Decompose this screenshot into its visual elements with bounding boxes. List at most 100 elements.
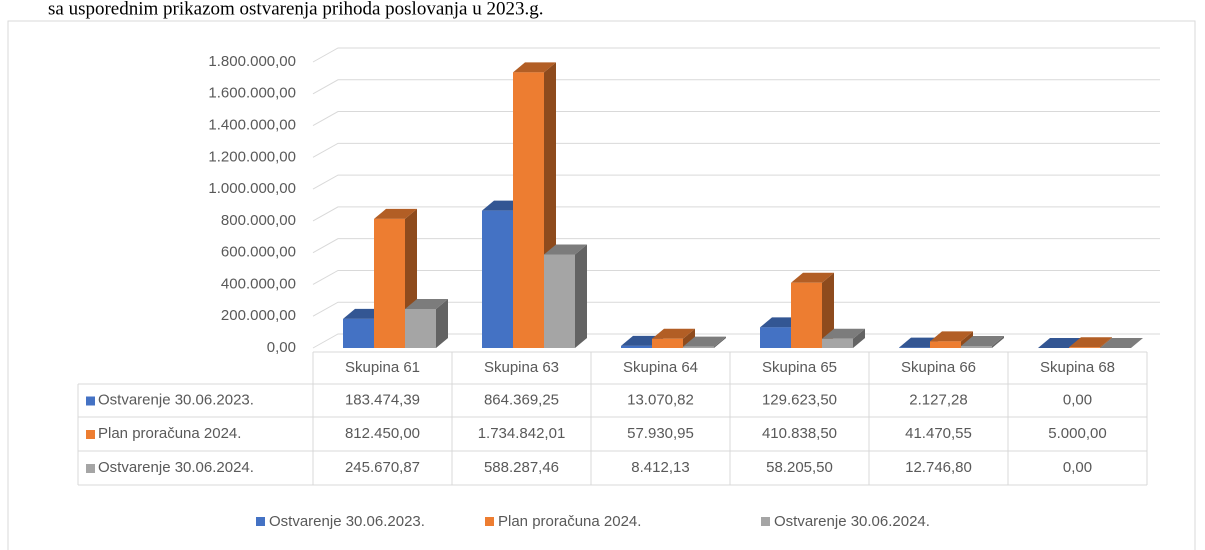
bar-face <box>930 341 961 348</box>
table-cell: 0,00 <box>1063 459 1092 476</box>
bar-face <box>1038 338 1081 348</box>
legend-key <box>485 517 494 526</box>
table-legend-key <box>86 430 95 439</box>
bar-face <box>405 298 448 309</box>
bar <box>405 298 448 348</box>
y-tick-label: 1.400.000,00 <box>208 117 296 134</box>
bar-face <box>1069 347 1100 348</box>
legend-label: Plan proračuna 2024. <box>498 513 641 530</box>
table-cell: 410.838,50 <box>762 425 837 442</box>
bar <box>1100 338 1143 348</box>
grid-line <box>312 238 1160 254</box>
table-cell: 588.287,46 <box>484 459 559 476</box>
table-cell: 812.450,00 <box>345 425 420 442</box>
y-tick-label: 1.000.000,00 <box>208 180 296 197</box>
bar-face <box>683 336 726 347</box>
table-cell: 1.734.842,01 <box>478 425 566 442</box>
bar-face <box>1100 338 1143 348</box>
y-tick-label: 800.000,00 <box>221 212 296 229</box>
table-legend-key <box>86 464 95 473</box>
caption: sa usporednim prikazom ostvarenja prihod… <box>48 0 543 19</box>
bar-face <box>683 346 714 348</box>
chart-frame <box>7 20 1196 550</box>
y-tick-label: 1.800.000,00 <box>208 53 296 70</box>
table-cell: 8.412,13 <box>631 459 689 476</box>
table-cell: 0,00 <box>1063 391 1092 408</box>
table-cell: 2.127,28 <box>909 391 967 408</box>
table-row-label: Ostvarenje 30.06.2023. <box>98 391 254 408</box>
grid-line <box>312 301 1160 317</box>
table-cell: 183.474,39 <box>345 391 420 408</box>
bar-face <box>544 254 575 348</box>
category-label: Skupina 63 <box>484 359 559 376</box>
bar-face <box>1069 337 1112 348</box>
category-label: Skupina 65 <box>762 359 837 376</box>
grid-line <box>312 333 1160 349</box>
bar-face <box>791 282 822 348</box>
table-cell: 5.000,00 <box>1048 425 1106 442</box>
bar <box>544 244 587 348</box>
table-row-label: Ostvarenje 30.06.2024. <box>98 459 254 476</box>
bar-face <box>760 327 791 348</box>
bar <box>652 328 695 348</box>
bar-face <box>822 328 865 339</box>
bar-face <box>683 328 695 348</box>
category-label: Skupina 64 <box>623 359 698 376</box>
bar-face <box>343 318 374 348</box>
y-tick-label: 0,00 <box>267 339 296 356</box>
bar-face <box>621 345 652 348</box>
bar-face <box>405 308 436 348</box>
grid-line <box>312 269 1160 285</box>
bar-face <box>853 328 865 348</box>
table-cell: 58.205,50 <box>766 459 833 476</box>
bar <box>961 335 1004 348</box>
bar-face <box>822 338 853 348</box>
bar-face <box>544 244 587 255</box>
bar <box>374 208 417 348</box>
bar-face <box>791 272 834 283</box>
grid-line <box>312 47 1160 63</box>
table-cell: 129.623,50 <box>762 391 837 408</box>
bar-face <box>513 62 556 73</box>
bar-face <box>513 72 544 349</box>
y-tick-label: 600.000,00 <box>221 244 296 261</box>
y-tick-label: 1.600.000,00 <box>208 85 296 102</box>
y-tick-label: 1.200.000,00 <box>208 148 296 165</box>
table-cell: 13.070,82 <box>627 391 694 408</box>
bar-face <box>436 298 448 348</box>
grid-line <box>312 111 1160 126</box>
table-cell: 245.670,87 <box>345 459 420 476</box>
bar <box>791 272 834 348</box>
bar <box>1069 337 1112 348</box>
bar-face <box>652 328 695 339</box>
table-legend-key <box>86 396 95 406</box>
bar-face <box>992 335 1004 348</box>
bar-face <box>575 244 587 348</box>
category-label: Skupina 66 <box>901 359 976 376</box>
bar-face <box>822 272 834 348</box>
table-cell: 12.746,80 <box>905 459 972 476</box>
grid-line <box>312 206 1160 222</box>
bar-face <box>652 338 683 348</box>
table-cell: 41.470,55 <box>905 425 972 442</box>
legend-key <box>256 517 265 526</box>
bar-face <box>961 335 1004 346</box>
legend-key <box>761 517 770 526</box>
bar-face <box>961 345 992 348</box>
table-row-label: Plan proračuna 2024. <box>98 425 241 442</box>
category-label: Skupina 68 <box>1040 359 1115 376</box>
table-cell: 864.369,25 <box>484 391 559 408</box>
bar-face <box>1100 337 1112 348</box>
table-cell: 57.930,95 <box>627 425 694 442</box>
bar-face <box>374 208 417 219</box>
bar <box>1038 338 1081 348</box>
y-tick-label: 200.000,00 <box>221 307 296 324</box>
grid-line <box>312 142 1160 158</box>
y-tick-label: 400.000,00 <box>221 275 296 292</box>
bar-face <box>482 210 513 348</box>
legend-label: Ostvarenje 30.06.2024. <box>774 513 930 530</box>
bar <box>683 336 726 348</box>
bar <box>822 328 865 348</box>
grid-line <box>312 79 1160 95</box>
